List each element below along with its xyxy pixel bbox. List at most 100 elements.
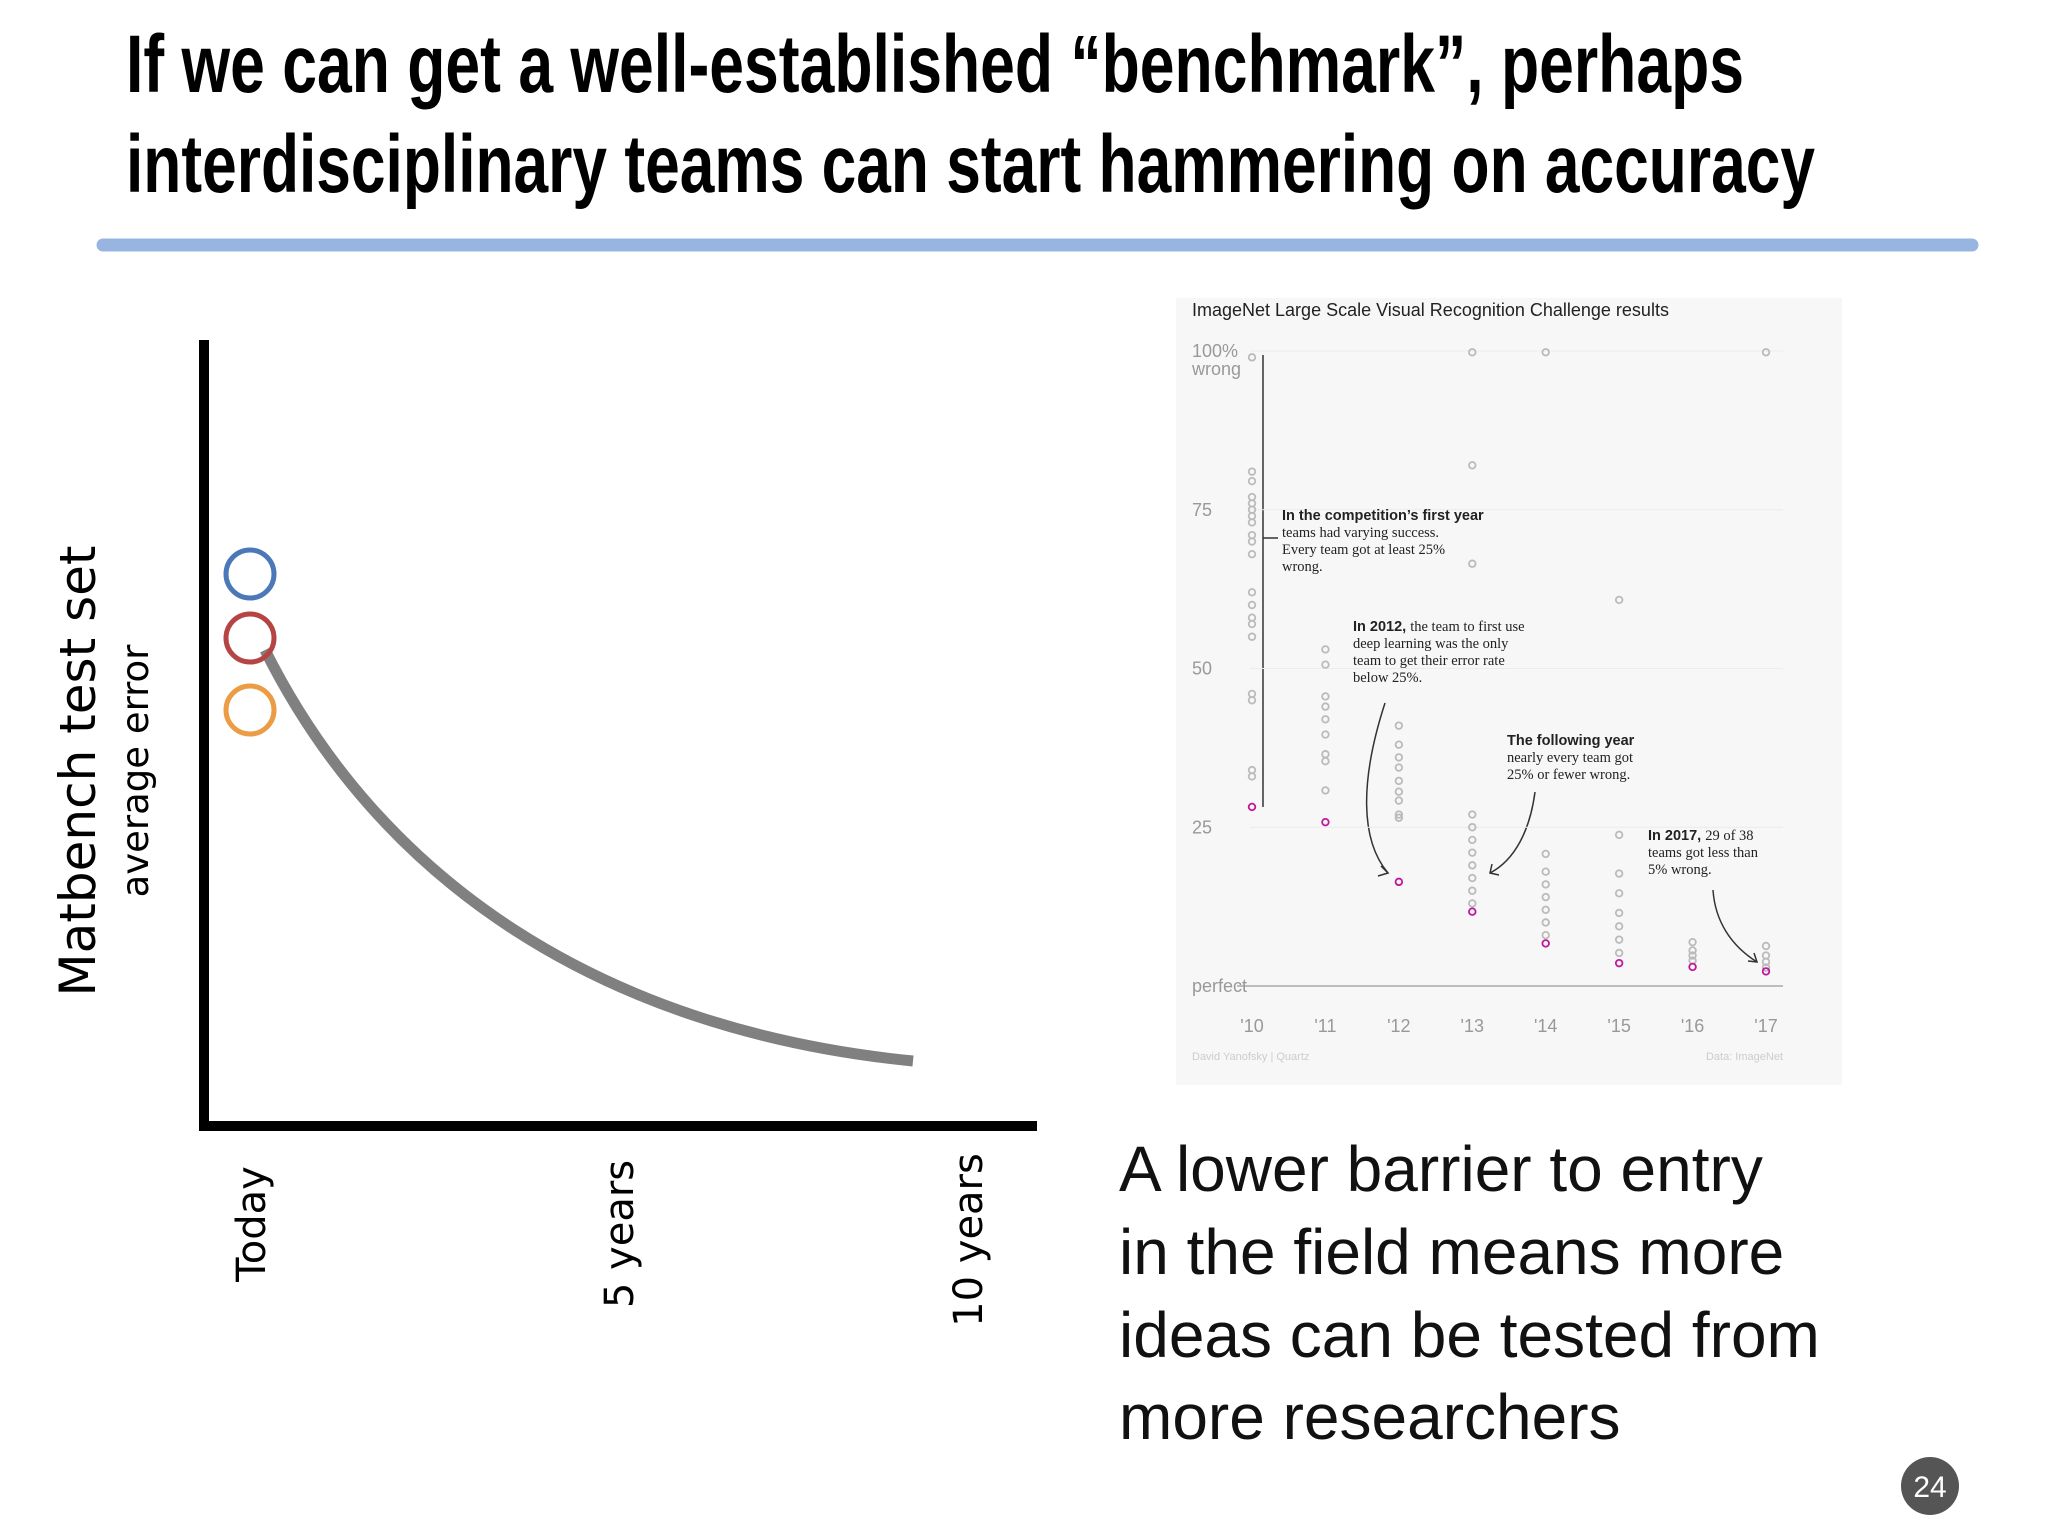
- data-point: [1247, 802, 1257, 812]
- data-point: [1468, 823, 1477, 832]
- data-point: [1761, 967, 1771, 976]
- data-point: [1541, 867, 1550, 876]
- annotation-line: below 25%.: [1353, 670, 1422, 686]
- x-tick-label: '12: [1387, 1016, 1410, 1036]
- data-point: [1541, 918, 1550, 927]
- data-point: [1541, 939, 1550, 948]
- caption-line: in the field means more: [1119, 1216, 1784, 1288]
- page-number: 24: [1913, 1471, 1946, 1504]
- data-point: [1394, 753, 1404, 762]
- data-point: [1321, 692, 1330, 701]
- x-tick-label: '17: [1754, 1016, 1777, 1036]
- chart-credit: David Yanofsky | Quartz: [1192, 1051, 1309, 1063]
- sketch-y-label: Matbench test set: [49, 546, 107, 997]
- data-point: [1321, 730, 1330, 739]
- x-tick-label: '16: [1681, 1016, 1704, 1036]
- annotation-arrowhead: [1747, 952, 1759, 963]
- data-point: [1247, 632, 1257, 641]
- data-point: [1614, 922, 1624, 931]
- data-point: [1321, 645, 1330, 654]
- data-point: [1541, 849, 1550, 859]
- data-point: [1321, 786, 1330, 795]
- annotation-bold: The following year: [1507, 733, 1635, 749]
- x-tick-label: '15: [1607, 1016, 1630, 1036]
- data-point: [1468, 835, 1477, 845]
- data-point: [1614, 958, 1624, 968]
- data-point: [1394, 877, 1404, 887]
- x-tick-label: '10: [1240, 1016, 1263, 1036]
- annotation-bold: In 2012,: [1353, 619, 1406, 635]
- data-point: [1468, 348, 1477, 357]
- annotation-line: Every team got at least 25%: [1282, 542, 1445, 558]
- caption-line: ideas can be tested from: [1119, 1299, 1820, 1371]
- sketch-x-label: Today: [229, 1166, 275, 1283]
- data-point: [1541, 348, 1550, 357]
- data-point: [1541, 880, 1550, 889]
- data-point: [1394, 813, 1404, 822]
- page-badge: [1901, 1457, 1959, 1515]
- annotation-text: 29 of 38: [1705, 828, 1753, 844]
- data-point: [1468, 907, 1477, 916]
- y-tick-label: perfect: [1192, 976, 1247, 996]
- data-point: [1247, 600, 1257, 610]
- annotation-line: wrong.: [1282, 559, 1323, 575]
- caption-line: A lower barrier to entry: [1119, 1133, 1763, 1205]
- annotation-bold: In 2017,: [1648, 828, 1701, 844]
- data-point: [1247, 696, 1257, 705]
- chart: ImageNet Large Scale Visual Recognition …: [1191, 300, 1783, 1063]
- data-point: [1247, 353, 1257, 362]
- marker-orange: [223, 683, 277, 737]
- data-point: [1247, 619, 1257, 629]
- data-point: [1247, 772, 1257, 781]
- annotation-arrow: [1712, 889, 1758, 963]
- annotation: The following year: [1507, 733, 1635, 749]
- annotation-line: teams got less than: [1648, 845, 1759, 861]
- data-point: [1394, 721, 1404, 730]
- data-point: [1321, 757, 1330, 766]
- data-point: [1688, 962, 1697, 972]
- caption: A lower barrier to entry in the field me…: [1119, 1133, 1820, 1453]
- annotation-line: 25% or fewer wrong.: [1507, 767, 1630, 783]
- annotation: In 2012, the team to first use: [1353, 619, 1525, 635]
- annotation-line: nearly every team got: [1507, 750, 1633, 766]
- x-tick-label: '14: [1534, 1016, 1557, 1036]
- chart-panel: [1176, 298, 1842, 1085]
- data-point: [1541, 905, 1550, 914]
- annotation-arrowhead: [1489, 863, 1500, 876]
- annotation-arrowhead: [1377, 865, 1390, 877]
- data-point: [1761, 348, 1771, 357]
- data-point: [1468, 861, 1477, 870]
- annotation: In 2017, 29 of 38: [1648, 828, 1754, 844]
- data-point: [1394, 787, 1404, 796]
- y-tick-label: 100%: [1192, 341, 1238, 361]
- data-point: [1541, 931, 1550, 940]
- data-point: [1614, 948, 1624, 958]
- chart-title: ImageNet Large Scale Visual Recognition …: [1192, 300, 1669, 320]
- annotation-line: 5% wrong.: [1648, 862, 1712, 878]
- caption-line: more researchers: [1119, 1381, 1621, 1453]
- data-point: [1614, 595, 1624, 605]
- sketch-x-label: 5 years: [597, 1160, 643, 1308]
- data-point: [1247, 518, 1257, 527]
- y-tick-label: 50: [1192, 659, 1212, 679]
- data-point: [1541, 892, 1550, 902]
- sketch-x-label: 10 years: [946, 1153, 992, 1327]
- data-point: [1614, 908, 1624, 918]
- data-point: [1614, 869, 1624, 878]
- data-point: [1394, 776, 1404, 786]
- data-point: [1614, 935, 1624, 944]
- data-point: [1688, 951, 1697, 960]
- sketch: Matbench test set average error Today 5 …: [49, 340, 1037, 1327]
- data-point: [1247, 588, 1257, 597]
- annotation-arrow: [1489, 791, 1536, 874]
- sketch-curve: [260, 647, 914, 1067]
- y-tick-label: 75: [1192, 500, 1212, 520]
- annotation-line: deep learning was the only: [1353, 636, 1509, 652]
- data-point: [1468, 899, 1477, 908]
- data-point: [1247, 537, 1257, 546]
- x-tick-label: '11: [1314, 1016, 1336, 1036]
- data-point: [1394, 796, 1404, 805]
- data-point: [1321, 660, 1330, 669]
- data-point: [1688, 937, 1697, 947]
- data-point: [1321, 715, 1330, 724]
